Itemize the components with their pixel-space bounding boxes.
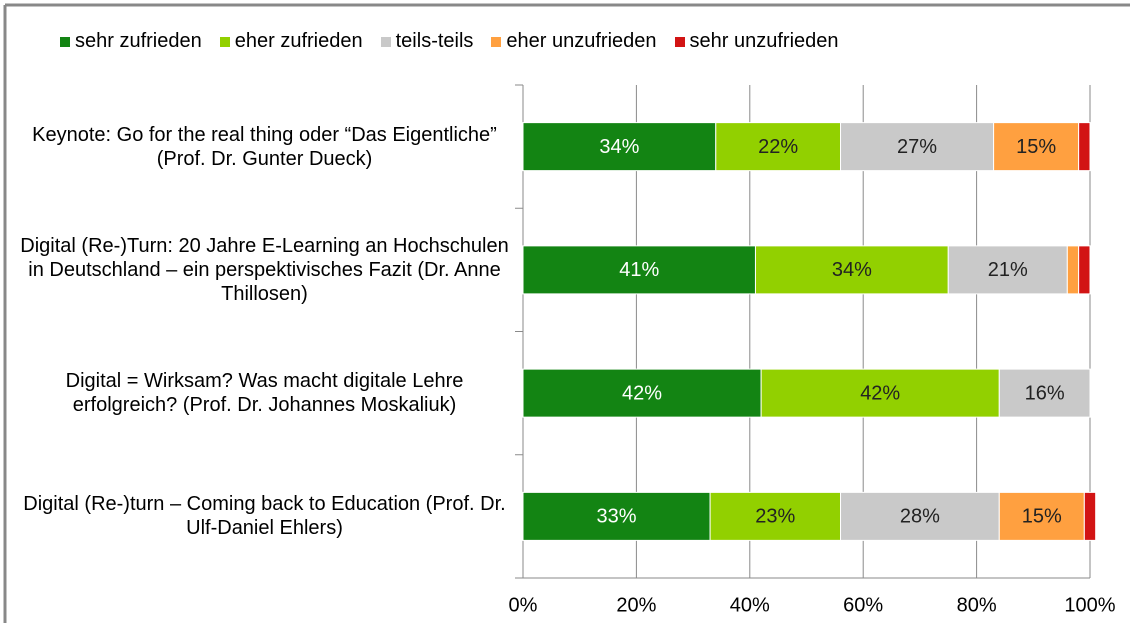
x-tick-label: 60% <box>843 594 883 616</box>
data-label: 16% <box>1025 382 1065 404</box>
bar-segment <box>522 368 762 418</box>
data-label: 33% <box>597 506 637 528</box>
legend: sehr zufrieden eher zufrieden teils-teils e… <box>60 30 1120 53</box>
data-label: 28% <box>900 506 940 528</box>
bar-segment <box>522 245 756 295</box>
bar-segment <box>709 491 842 541</box>
category-label: Digital (Re-)turn – Coming back to Educa… <box>23 493 506 540</box>
data-label: 15% <box>1022 506 1062 528</box>
x-tick-label: 0% <box>509 594 538 616</box>
bar-segment <box>998 368 1091 418</box>
bar-segment <box>993 122 1080 172</box>
x-tick-label: 20% <box>616 594 656 616</box>
bar-segment <box>1078 122 1091 172</box>
bar-segment <box>998 491 1085 541</box>
data-label: 21% <box>988 259 1028 281</box>
legend-swatch <box>219 36 230 47</box>
legend-label: eher zufrieden <box>234 30 363 52</box>
category-label: Digital = Wirksam? Was macht digitale Le… <box>65 370 464 417</box>
legend-swatch <box>380 36 391 47</box>
x-tick-label: 40% <box>730 594 770 616</box>
bar-segment <box>840 491 1000 541</box>
category-label: Keynote: Go for the real thing oder “Das… <box>32 123 497 170</box>
data-label: 42% <box>622 382 662 404</box>
legend-item: eher unzufrieden <box>491 30 657 53</box>
data-label: 34% <box>832 259 872 281</box>
legend-swatch <box>60 36 70 47</box>
data-label: 15% <box>1016 136 1056 158</box>
data-label: 27% <box>897 136 937 158</box>
legend-swatch <box>491 36 502 47</box>
legend-label: sehr zufrieden <box>75 30 202 52</box>
legend-label: teils-teils <box>395 30 474 52</box>
legend-item: sehr unzufrieden <box>674 30 839 53</box>
legend-item: eher zufrieden <box>219 30 363 53</box>
bar-segment <box>1078 245 1091 295</box>
data-label: 22% <box>758 136 798 158</box>
bar-segment <box>840 122 995 172</box>
bar-segment <box>1066 245 1080 295</box>
x-tick-label: 100% <box>1064 594 1115 616</box>
legend-item: teils-teils <box>380 30 474 53</box>
bar-segment <box>1083 491 1097 541</box>
data-label: 42% <box>860 382 900 404</box>
bar-segment <box>715 122 842 172</box>
legend-label: sehr unzufrieden <box>689 30 839 52</box>
legend-swatch <box>674 36 685 47</box>
bar-segment <box>947 245 1068 295</box>
data-label: 34% <box>599 136 639 158</box>
x-tick-label: 80% <box>957 594 997 616</box>
bar-segment <box>760 368 1000 418</box>
data-label: 23% <box>755 506 795 528</box>
legend-item: sehr zufrieden <box>60 30 202 53</box>
bar-segment <box>522 122 717 172</box>
data-label: 41% <box>619 259 659 281</box>
category-label: Digital (Re-)Turn: 20 Jahre E-Learning a… <box>20 234 509 305</box>
legend-label: eher unzufrieden <box>506 30 657 52</box>
